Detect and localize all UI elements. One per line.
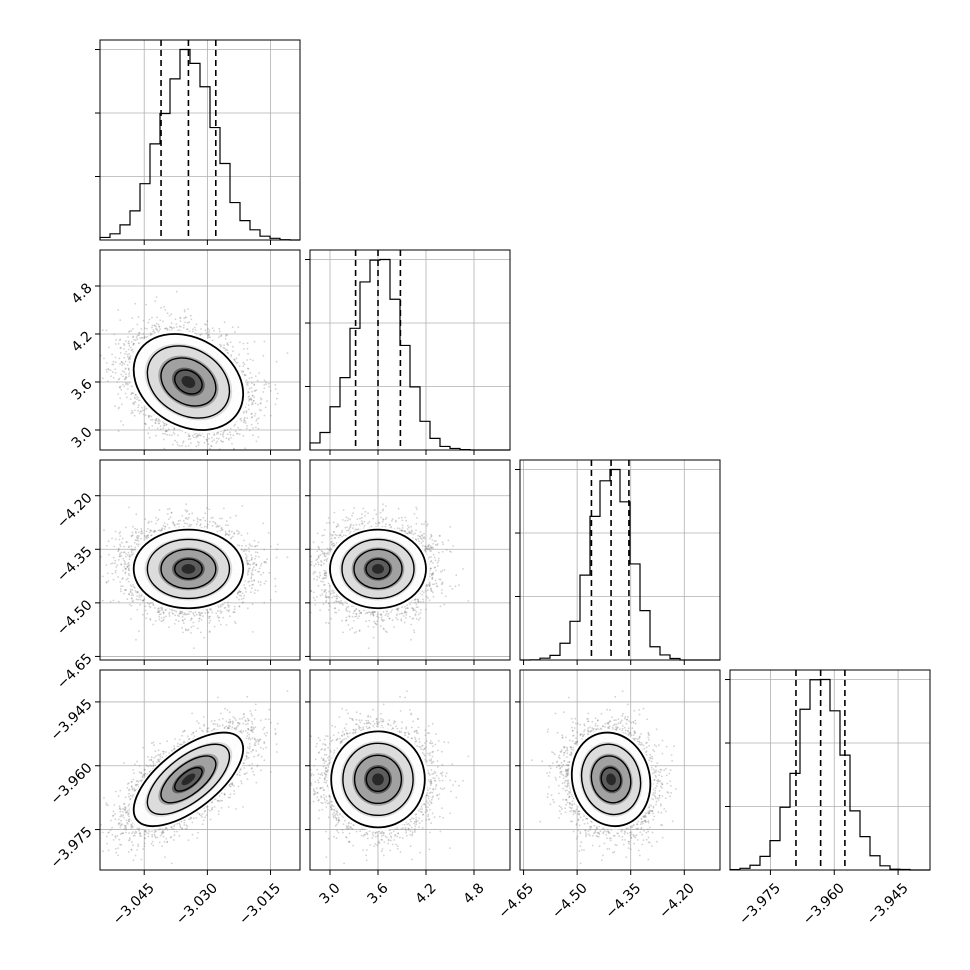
scatter-panel-4-1: [95, 669, 301, 875]
histogram-steps: [309, 258, 510, 451]
y-tick-label: −4.65: [54, 651, 96, 693]
y-tick-label: 3.0: [69, 424, 96, 451]
contour-4: [174, 558, 203, 580]
x-tick-label: −3.945: [864, 880, 912, 928]
histogram-panel-3: [515, 459, 721, 665]
y-tick-label: −4.50: [54, 597, 96, 639]
contour-3: [160, 357, 217, 407]
contour-1: [330, 730, 426, 829]
scatter-panel-3-1: [95, 459, 301, 665]
y-tick-label: −3.975: [48, 824, 96, 872]
panel-frame: [519, 459, 721, 661]
contour-4: [600, 766, 622, 792]
y-tick-label: 3.6: [69, 376, 96, 403]
contour-3: [353, 754, 403, 805]
contour-4: [174, 369, 203, 395]
histogram-steps: [99, 48, 300, 241]
contour-3: [590, 755, 632, 804]
contour-2: [341, 538, 415, 600]
scatter-panel-4-3: [515, 669, 721, 875]
x-tick-label: −3.030: [173, 880, 221, 928]
contour-1: [132, 528, 245, 610]
y-tick-label: −4.20: [54, 490, 96, 532]
contour-2: [146, 743, 231, 816]
x-tick-label: −3.045: [110, 880, 158, 928]
contour-1: [132, 333, 245, 431]
y-tick-label: 4.8: [69, 280, 96, 307]
contour-2: [146, 345, 231, 419]
histogram-steps: [520, 468, 720, 661]
panel-frame: [99, 249, 301, 451]
histogram-panel-1: [95, 39, 301, 245]
contour-3: [160, 548, 217, 590]
contour-3: [353, 548, 403, 590]
x-tick-label: −3.960: [800, 880, 848, 928]
contour-1: [570, 731, 652, 828]
contour-4: [365, 558, 391, 580]
histogram-panel-4: [725, 669, 931, 875]
contour-4: [174, 766, 203, 792]
y-tick-label: −3.945: [48, 696, 96, 744]
scatter-panel-4-2: [305, 669, 511, 875]
contour-2: [580, 743, 642, 816]
scatter-panel-2-1: [95, 249, 301, 455]
panel-frame: [519, 669, 721, 871]
contour-3: [160, 755, 217, 804]
x-tick-label: 4.8: [461, 880, 488, 907]
contour-2: [342, 742, 414, 817]
x-tick-label: 3.6: [365, 880, 392, 907]
panel-frame: [729, 669, 931, 871]
panel-frame: [309, 669, 511, 871]
y-tick-label: −3.960: [48, 760, 96, 808]
scatter-panel-3-2: [305, 459, 511, 665]
y-tick-label: −4.35: [54, 544, 96, 586]
x-tick-label: −4.65: [496, 880, 538, 922]
x-tick-label: −4.50: [549, 880, 591, 922]
x-tick-label: 3.0: [317, 880, 344, 907]
contour-1: [329, 528, 427, 610]
x-tick-label: 4.2: [413, 880, 440, 907]
x-tick-label: −4.35: [603, 880, 645, 922]
histogram-steps: [729, 678, 930, 871]
panel-frame: [309, 459, 511, 661]
panel-frame: [309, 249, 511, 451]
x-tick-label: −3.015: [236, 880, 284, 928]
x-tick-label: −3.975: [736, 880, 784, 928]
contour-2: [146, 538, 231, 600]
y-tick-label: 4.2: [69, 328, 96, 355]
histogram-panel-2: [305, 249, 511, 455]
x-tick-label: −4.20: [656, 880, 698, 922]
panel-frame: [99, 459, 301, 661]
panel-frame: [99, 39, 301, 241]
panel-frame: [99, 669, 301, 871]
contour-1: [132, 731, 245, 828]
contour-4: [365, 766, 391, 793]
